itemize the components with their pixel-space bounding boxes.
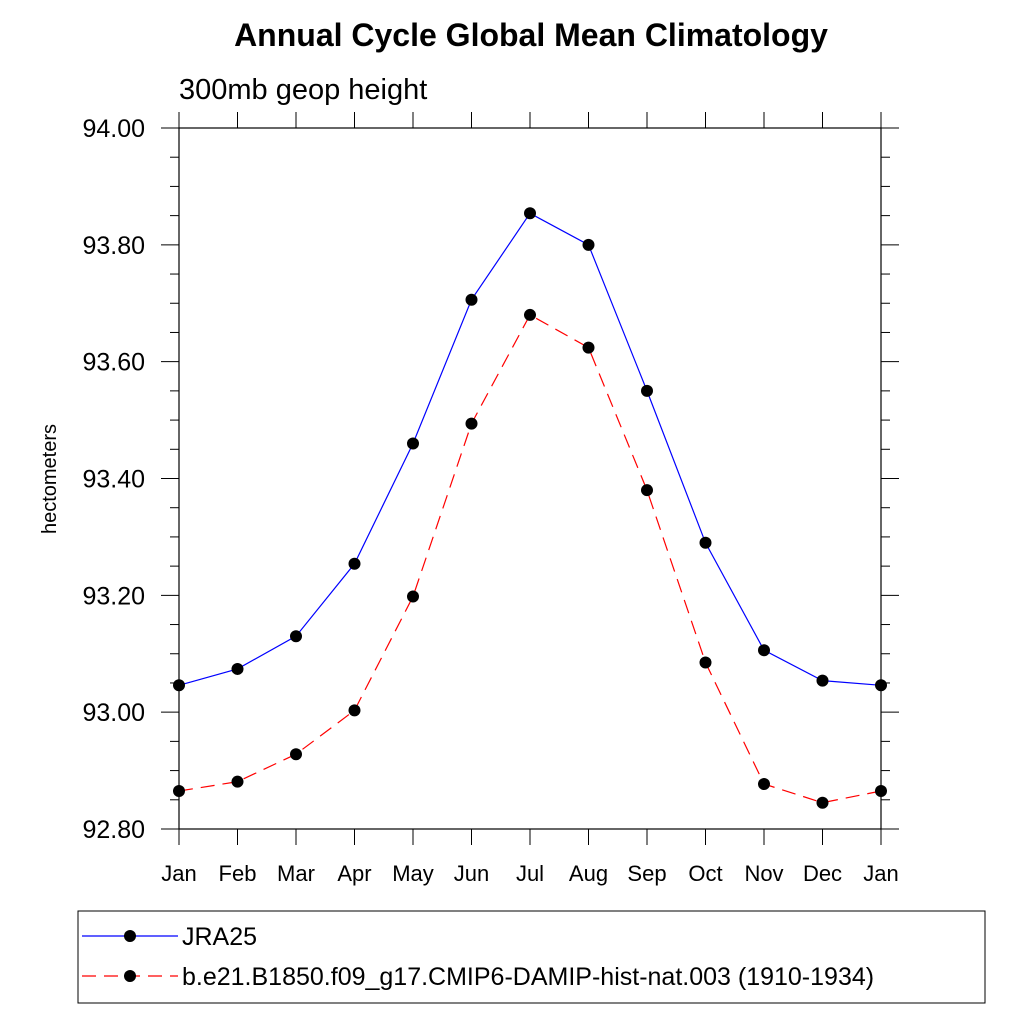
- axis-ticks: [161, 112, 899, 845]
- data-point: [173, 785, 185, 798]
- data-point: [173, 679, 185, 692]
- x-tick-label: May: [392, 861, 434, 886]
- x-tick-label: Jan: [161, 861, 196, 886]
- y-tick-label: 92.80: [82, 816, 145, 844]
- data-point: [582, 341, 595, 354]
- x-tick-label: Dec: [803, 861, 842, 886]
- x-tick-label: Feb: [219, 861, 257, 886]
- y-tick-label: 93.80: [82, 232, 145, 260]
- data-point: [290, 630, 302, 643]
- data-point: [465, 293, 478, 306]
- data-point: [407, 437, 419, 450]
- data-point: [641, 384, 653, 397]
- chart-title: Annual Cycle Global Mean Climatology: [234, 17, 828, 53]
- data-point: [231, 775, 244, 788]
- legend-label: JRA25: [182, 923, 257, 951]
- x-tick-label: Oct: [688, 861, 722, 886]
- y-tick-label: 93.20: [82, 582, 145, 610]
- x-tick-label: Aug: [569, 861, 608, 886]
- x-tick-label: Jan: [863, 861, 898, 886]
- series-line: [178, 212, 882, 686]
- y-tick-label: 93.00: [82, 699, 145, 727]
- legend-item-2: b.e21.B1850.f09_g17.CMIP6-DAMIP-hist-nat…: [82, 963, 874, 991]
- data-point: [875, 679, 887, 692]
- data-point: [699, 536, 712, 549]
- data-point: [407, 590, 419, 603]
- legend-box: [77, 910, 986, 1004]
- y-axis-label: hectometers: [39, 424, 61, 534]
- plot-frame: [178, 127, 882, 830]
- data-point: [348, 704, 361, 717]
- data-point: [758, 644, 770, 657]
- x-tick-label: Nov: [744, 861, 783, 886]
- data-point: [699, 656, 712, 669]
- legend-marker: [124, 970, 136, 982]
- y-tick-label: 94.00: [82, 115, 145, 143]
- data-point: [816, 674, 829, 687]
- data-point: [524, 308, 536, 321]
- chart-subtitle: 300mb geop height: [179, 74, 427, 106]
- data-point: [758, 778, 770, 791]
- data-point: [582, 238, 595, 251]
- legend: JRA25 b.e21.B1850.f09_g17.CMIP6-DAMIP-his…: [77, 910, 986, 1004]
- x-tick-label: Apr: [337, 861, 371, 886]
- x-tick-label: Sep: [627, 861, 666, 886]
- x-tick-label: Jun: [454, 861, 489, 886]
- data-point: [875, 785, 887, 798]
- data-point: [231, 662, 244, 675]
- data-point: [641, 484, 653, 497]
- data-point: [524, 207, 536, 220]
- x-tick-labels: Jan Feb Mar Apr May Jun Jul Aug Sep Oct Nov Dec Jan: [161, 861, 898, 886]
- y-tick-labels: 92.80 93.00 93.20 93.40 93.60 93.80 94.00: [82, 115, 145, 844]
- data-point: [348, 557, 361, 570]
- legend-label: b.e21.B1850.f09_g17.CMIP6-DAMIP-hist-nat…: [182, 963, 874, 991]
- series-layer: [173, 207, 887, 809]
- data-point: [290, 748, 302, 761]
- y-tick-label: 93.60: [82, 349, 145, 377]
- series-line: [178, 314, 882, 804]
- series-1: [173, 207, 887, 692]
- x-tick-label: Mar: [277, 861, 315, 886]
- legend-item-1: JRA25: [82, 923, 257, 951]
- x-tick-label: Jul: [516, 861, 544, 886]
- series-2: [173, 308, 887, 809]
- data-point: [816, 796, 829, 809]
- data-point: [465, 417, 478, 430]
- legend-marker: [124, 930, 136, 942]
- y-tick-label: 93.40: [82, 466, 145, 494]
